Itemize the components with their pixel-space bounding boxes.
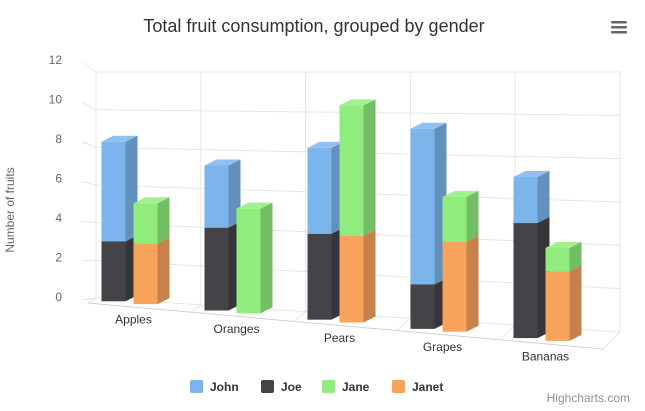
- legend-item-joe[interactable]: Joe: [261, 380, 302, 394]
- chart-title: Total fruit consumption, grouped by gend…: [143, 16, 484, 36]
- floor-divider: [293, 311, 306, 322]
- bar-jane-bananas[interactable]: [545, 241, 582, 272]
- legend-item-jane[interactable]: Jane: [322, 380, 370, 394]
- side-gridline: [81, 181, 97, 186]
- bar-jane-apples[interactable]: [133, 197, 170, 244]
- y-axis-title: Number of fruits: [3, 167, 17, 252]
- y-tick-label: 4: [55, 211, 62, 225]
- floor-divider: [499, 324, 516, 341]
- x-tick-label: Apples: [115, 313, 152, 327]
- floor-divider: [87, 297, 97, 304]
- side-gridline: [81, 141, 97, 148]
- x-axis: Apples Oranges Pears Grapes Bananas: [115, 313, 569, 364]
- y-axis: 0 2 4 6 8 10 12: [49, 53, 63, 304]
- y-tick-label: 2: [55, 251, 62, 265]
- x-tick-label: Oranges: [213, 322, 259, 336]
- bar-joe-bananas[interactable]: [513, 217, 550, 339]
- bar-jane-oranges[interactable]: [236, 202, 273, 314]
- x-tick-label: Pears: [324, 331, 355, 345]
- y-tick-label: 10: [49, 93, 63, 107]
- bar-janet-bananas[interactable]: [545, 265, 582, 341]
- bar-joe-oranges[interactable]: [204, 221, 241, 311]
- floor-divider: [396, 318, 411, 331]
- bar-john-pears[interactable]: [307, 141, 344, 234]
- y-tick-label: 0: [55, 290, 62, 304]
- legend-item-janet[interactable]: Janet: [392, 380, 443, 394]
- legend-label: Janet: [412, 380, 443, 394]
- side-gridline: [81, 102, 97, 111]
- legend-swatch: [190, 380, 203, 393]
- legend-label: John: [210, 380, 239, 394]
- bar-john-apples[interactable]: [101, 135, 138, 242]
- legend-label: Joe: [281, 380, 302, 394]
- bar-janet-grapes[interactable]: [442, 235, 479, 332]
- x-axis-line: [87, 302, 604, 350]
- y-tick-label: 8: [55, 132, 62, 146]
- bars-group: [101, 99, 582, 341]
- y-tick-label: 6: [55, 172, 62, 186]
- legend: John Joe Jane Janet: [190, 380, 443, 394]
- side-gridline: [81, 297, 97, 301]
- bar-jane-pears[interactable]: [339, 99, 376, 236]
- side-gridline: [81, 62, 97, 73]
- legend-swatch: [322, 380, 335, 393]
- credits-link[interactable]: Highcharts.com: [547, 391, 630, 405]
- bar-jane-grapes[interactable]: [442, 190, 479, 242]
- legend-label: Jane: [342, 380, 370, 394]
- bar-john-grapes[interactable]: [410, 122, 447, 285]
- bar-joe-apples[interactable]: [101, 235, 138, 302]
- legend-swatch: [261, 380, 274, 393]
- bar-joe-pears[interactable]: [307, 227, 344, 320]
- x-tick-label: Bananas: [522, 349, 569, 363]
- bar-janet-apples[interactable]: [133, 237, 170, 305]
- floor-divider: [190, 304, 202, 313]
- bar-john-oranges[interactable]: [204, 159, 241, 228]
- floor-divider: [602, 331, 621, 350]
- legend-swatch: [392, 380, 405, 393]
- side-gridline: [81, 220, 97, 224]
- legend-item-john[interactable]: John: [190, 380, 239, 394]
- bar-joe-grapes[interactable]: [410, 278, 447, 329]
- y-tick-label: 12: [49, 53, 63, 67]
- hamburger-menu-icon[interactable]: [606, 14, 632, 36]
- bar-janet-pears[interactable]: [339, 229, 376, 323]
- bar-john-bananas[interactable]: [513, 171, 550, 224]
- x-tick-label: Grapes: [423, 340, 462, 354]
